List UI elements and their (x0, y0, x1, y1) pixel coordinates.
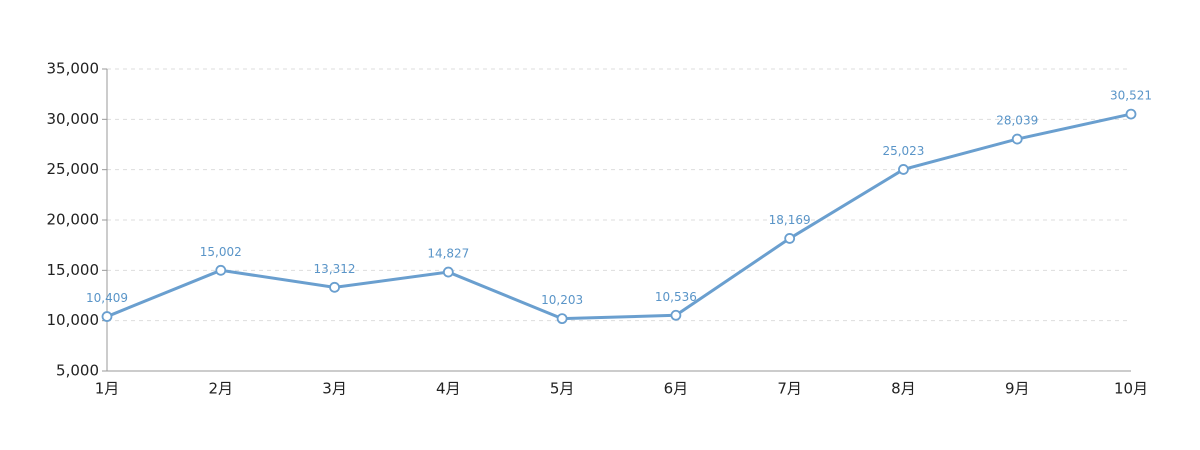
y-tick-label: 5,000 (56, 362, 99, 380)
data-label: 18,169 (769, 213, 811, 227)
data-label: 14,827 (427, 247, 469, 261)
point (329, 281, 340, 293)
data-label: 10,536 (655, 290, 697, 304)
y-tick-label: 15,000 (47, 261, 100, 279)
data-label: 30,521 (1110, 89, 1152, 103)
x-tick-label: 6月 (664, 380, 689, 398)
x-tick-label: 2月 (209, 380, 234, 398)
line (106, 112, 1132, 321)
x-tick-label: 1月 (95, 380, 120, 398)
data-label: 25,023 (882, 144, 924, 158)
x-tick-label: 10月 (1114, 380, 1148, 398)
point (442, 266, 454, 278)
x-tick-label: 3月 (322, 380, 347, 398)
point (101, 311, 113, 322)
point (898, 164, 909, 175)
point (215, 264, 227, 276)
point (1011, 133, 1023, 145)
x-tick-label: 5月 (550, 380, 575, 398)
point (784, 233, 796, 244)
point (670, 309, 682, 321)
y-tick-label: 35,000 (47, 60, 100, 78)
x-tick-label: 8月 (891, 380, 916, 398)
x-tick-label: 7月 (777, 380, 802, 398)
x-tick-label: 4月 (436, 380, 461, 398)
point (556, 313, 568, 325)
y-tick-label: 10,000 (47, 311, 100, 329)
data-label: 13,312 (314, 262, 356, 276)
data-label: 28,039 (996, 114, 1038, 128)
y-tick-label: 30,000 (47, 110, 100, 128)
data-label: 10,203 (541, 293, 583, 307)
x-tick-label: 9月 (1005, 380, 1030, 398)
data-label: 10,409 (86, 291, 128, 305)
data-label: 15,002 (200, 245, 242, 259)
point (1125, 108, 1137, 120)
y-tick-label: 20,000 (47, 211, 100, 229)
y-tick-label: 25,000 (47, 160, 100, 178)
